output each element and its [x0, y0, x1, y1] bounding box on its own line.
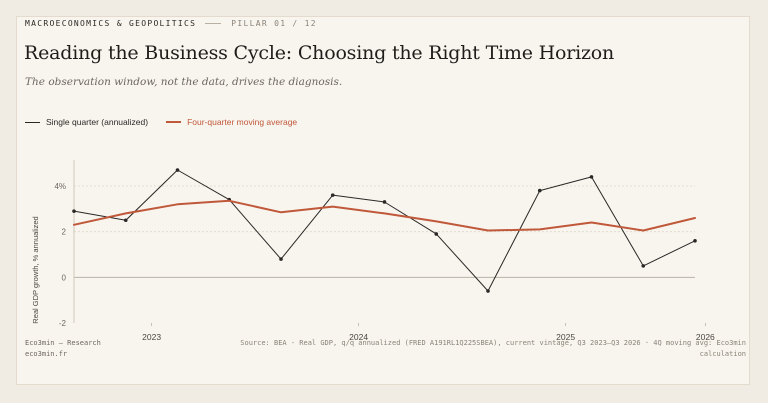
data-point-quarter	[589, 175, 594, 179]
y-tick-label: 4%	[54, 182, 66, 191]
data-point-quarter	[641, 264, 646, 268]
data-point-quarter	[382, 200, 387, 204]
data-point-quarter	[693, 239, 697, 243]
axis-layer	[73, 160, 706, 326]
page-subtitle: The observation window, not the data, dr…	[25, 76, 343, 88]
legend-item-quarter: Single quarter (annualized)	[25, 117, 148, 127]
footer-site: eco3min.fr	[25, 350, 68, 358]
legend-item-ma: Four-quarter moving average	[166, 117, 297, 127]
data-point-quarter	[537, 188, 542, 193]
label-layer: 4% 2 0 -2 Real GDP growth, % annualized 2023 2…	[31, 182, 715, 342]
x-tick-label: 2026	[696, 332, 715, 342]
data-point-quarter	[486, 289, 490, 293]
data-point-quarter	[279, 257, 283, 261]
pillar-label: PILLAR 01 / 12	[231, 19, 317, 28]
footer-source: Source: BEA - Real GDP, q/q annualized (…	[240, 339, 746, 358]
page-title: Reading the Business Cycle: Choosing the…	[24, 42, 615, 64]
series-line-moving-average	[73, 199, 696, 232]
series-line-quarter	[73, 169, 696, 292]
legend-label-ma: Four-quarter moving average	[187, 117, 298, 127]
footer-credit: Eco3min — Research eco3min.fr	[25, 338, 101, 360]
y-tick-label: 0	[62, 273, 67, 282]
series-layer	[72, 168, 697, 293]
y-tick-label: -2	[59, 319, 67, 328]
footer-org: Eco3min — Research	[25, 339, 101, 347]
legend-swatch-ma	[166, 121, 182, 123]
data-point-quarter	[330, 193, 335, 197]
legend-label-quarter: Single quarter (annualized)	[46, 117, 149, 127]
chart-legend: Single quarter (annualized) Four-quarter…	[25, 117, 315, 127]
section-label: MACROECONOMICS & GEOPOLITICS	[25, 19, 197, 28]
report-card	[16, 16, 750, 385]
data-point-quarter	[72, 209, 76, 213]
y-axis-title: Real GDP growth, % annualized	[31, 216, 40, 323]
eyebrow-divider	[205, 23, 222, 24]
grid-layer	[74, 185, 695, 278]
eyebrow: MACROECONOMICS & GEOPOLITICS PILLAR 01 /…	[25, 19, 317, 28]
y-tick-label: 2	[62, 228, 67, 237]
x-tick-label: 2024	[349, 332, 368, 342]
data-point-quarter	[123, 218, 128, 223]
data-point-quarter	[434, 232, 439, 236]
legend-swatch-quarter	[25, 121, 40, 123]
data-point-quarter	[175, 168, 180, 172]
x-tick-label: 2025	[556, 332, 575, 342]
x-tick-label: 2023	[142, 332, 161, 342]
